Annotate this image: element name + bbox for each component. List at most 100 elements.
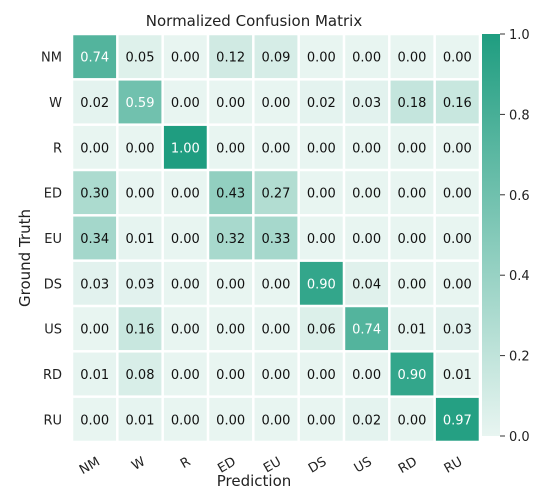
heatmap-cell: [209, 352, 253, 396]
heatmap-cell: [209, 261, 253, 305]
heatmap-cell: [345, 125, 389, 169]
cell-value-label: 0.04: [352, 277, 381, 292]
heatmap-cell: [299, 261, 343, 305]
cell-value-label: 0.00: [216, 368, 245, 383]
cell-value-label: 0.00: [171, 323, 200, 338]
heatmap-cell: [299, 352, 343, 396]
heatmap-cell: [254, 35, 298, 79]
cell-value-label: 0.00: [216, 96, 245, 111]
cell-value-label: 0.74: [352, 323, 381, 338]
heatmap-cell: [254, 80, 298, 124]
cell-value-label: 0.00: [262, 413, 291, 428]
cell-value-label: 0.00: [262, 323, 291, 338]
y-tick-label: RU: [43, 413, 62, 428]
heatmap-cell: [254, 397, 298, 441]
cell-value-label: 0.00: [397, 187, 426, 202]
cell-value-label: 0.00: [262, 141, 291, 156]
y-tick-labels: NM W R ED EU DS US RD RU: [41, 51, 62, 429]
heatmap-cell: [345, 35, 389, 79]
heatmap-cell: [163, 261, 207, 305]
y-tick-label: R: [53, 141, 62, 156]
cell-value-label: 0.00: [352, 51, 381, 66]
heatmap-cell: [209, 35, 253, 79]
heatmap-cell: [435, 352, 479, 396]
colorbar-tick-label: 0.6: [509, 189, 530, 204]
heatmap-cells: 0.74 0.05 0.00 0.12 0.09 0.00 0.00 0.00 0.00 0.02…: [73, 35, 479, 441]
cell-value-label: 0.33: [262, 232, 291, 247]
heatmap-cell: [163, 307, 207, 351]
cell-value-label: 0.00: [397, 141, 426, 156]
heatmap-cell: [345, 171, 389, 215]
heatmap-cell: [209, 171, 253, 215]
heatmap-cell: [118, 307, 162, 351]
heatmap-cell: [390, 80, 434, 124]
cell-value-label: 0.08: [126, 368, 155, 383]
cell-value-label: 0.00: [352, 232, 381, 247]
heatmap-cell: [390, 125, 434, 169]
heatmap-cell: [345, 80, 389, 124]
y-tick-label: RD: [43, 368, 62, 383]
colorbar-gradient: [482, 34, 500, 436]
cell-value-label: 0.00: [397, 51, 426, 66]
cell-value-label: 0.00: [171, 413, 200, 428]
heatmap-cell: [73, 171, 117, 215]
x-tick-label: US: [352, 454, 375, 476]
cell-value-label: 0.00: [171, 368, 200, 383]
heatmap-cell: [209, 397, 253, 441]
heatmap-cell: [345, 261, 389, 305]
heatmap-cell: [73, 216, 117, 260]
cell-value-label: 0.00: [443, 232, 472, 247]
cell-value-label: 0.00: [262, 368, 291, 383]
cell-value-label: 0.00: [171, 277, 200, 292]
cell-value-label: 0.01: [80, 368, 109, 383]
cell-value-label: 0.00: [216, 141, 245, 156]
heatmap-cell: [163, 216, 207, 260]
cell-value-label: 0.00: [307, 187, 336, 202]
y-tick-label: ED: [44, 187, 62, 202]
cell-value-label: 0.00: [352, 141, 381, 156]
heatmap-cell: [254, 261, 298, 305]
cell-value-label: 0.03: [80, 277, 109, 292]
cell-value-label: 0.01: [397, 323, 426, 338]
heatmap-cell: [118, 125, 162, 169]
colorbar-tick-label: 0.8: [509, 108, 530, 123]
cell-value-label: 0.00: [216, 323, 245, 338]
heatmap-cell: [435, 125, 479, 169]
cell-value-label: 0.03: [352, 96, 381, 111]
y-tick-label: EU: [44, 232, 62, 247]
cell-value-label: 0.00: [443, 141, 472, 156]
heatmap-cell: [163, 35, 207, 79]
cell-value-label: 0.00: [307, 51, 336, 66]
heatmap-cell: [254, 216, 298, 260]
cell-value-label: 0.00: [307, 141, 336, 156]
cell-value-label: 0.32: [216, 232, 245, 247]
heatmap-cell: [435, 261, 479, 305]
cell-value-label: 0.43: [216, 187, 245, 202]
cell-value-label: 0.03: [443, 323, 472, 338]
heatmap-cell: [435, 80, 479, 124]
heatmap-cell: [299, 125, 343, 169]
cell-value-label: 0.00: [352, 187, 381, 202]
heatmap-cell: [209, 307, 253, 351]
heatmap-cell: [390, 216, 434, 260]
x-tick-label: NM: [77, 454, 103, 477]
cell-value-label: 0.00: [443, 277, 472, 292]
x-tick-label: W: [129, 454, 148, 473]
heatmap-cell: [435, 397, 479, 441]
cell-value-label: 0.00: [126, 187, 155, 202]
heatmap-cell: [73, 397, 117, 441]
cell-value-label: 0.00: [307, 232, 336, 247]
heatmap-cell: [163, 80, 207, 124]
cell-value-label: 0.30: [80, 187, 109, 202]
heatmap-cell: [163, 352, 207, 396]
cell-value-label: 0.01: [443, 368, 472, 383]
heatmap-cell: [118, 216, 162, 260]
cell-value-label: 0.90: [397, 368, 426, 383]
heatmap-cell: [299, 307, 343, 351]
heatmap-cell: [73, 35, 117, 79]
x-tick-label: DS: [306, 454, 329, 476]
cell-value-label: 0.00: [171, 232, 200, 247]
heatmap-cell: [435, 35, 479, 79]
heatmap-cell: [118, 352, 162, 396]
cell-value-label: 0.00: [307, 368, 336, 383]
